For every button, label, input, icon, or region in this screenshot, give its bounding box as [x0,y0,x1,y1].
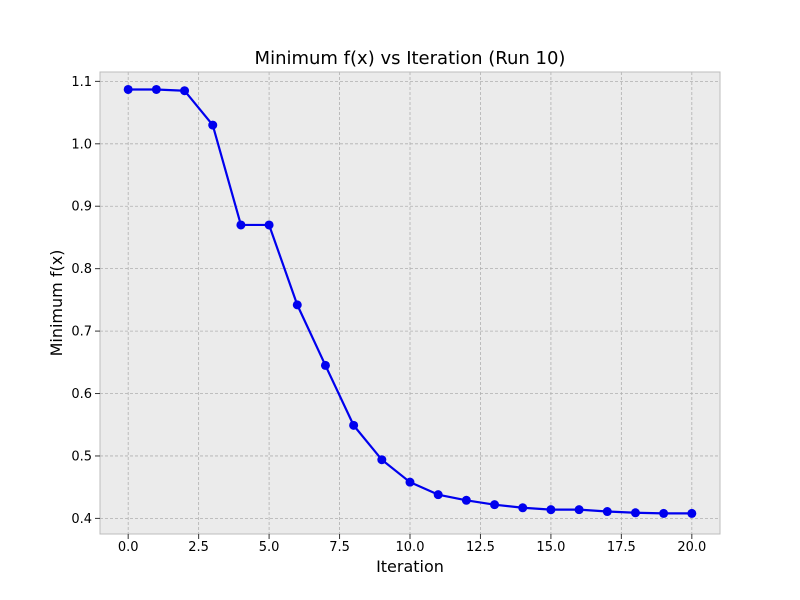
data-point [602,507,612,517]
x-tick-label: 7.5 [329,540,350,555]
data-point [546,505,556,515]
data-point [377,455,387,465]
chart-title: Minimum f(x) vs Iteration (Run 10) [255,48,566,69]
data-point [180,86,190,96]
data-point [630,508,640,518]
grid-lines [100,72,720,534]
x-tick-label: 10.0 [396,540,425,555]
data-point [433,490,443,500]
data-point [518,503,528,513]
x-tick-label: 12.5 [466,540,495,555]
x-tick-label: 5.0 [259,540,280,555]
x-tick-label: 2.5 [188,540,209,555]
x-tick-label: 17.5 [607,540,636,555]
data-point [292,300,302,310]
data-point [208,120,218,130]
y-axis-label: Minimum f(x) [47,250,66,357]
x-tick-label: 15.0 [536,540,565,555]
y-tick-label: 0.8 [71,262,92,277]
y-tick-label: 1.0 [71,137,92,152]
data-point [574,505,584,515]
y-tick-label: 0.5 [71,449,92,464]
data-point [405,477,415,487]
y-tick-label: 0.9 [71,200,92,215]
y-tick-label: 1.1 [71,75,92,90]
data-point [151,84,161,94]
data-point [687,508,697,518]
data-point [659,508,669,518]
data-point [123,84,133,94]
data-point [264,220,274,230]
y-tick-label: 0.7 [71,325,92,340]
axis-ticks: 0.0 2.5 5.0 7.5 10.0 12.5 15.0 17.5 20.0 0.4 0.5 0.… [71,75,706,555]
series-group [123,84,697,518]
data-point [349,420,359,430]
data-point [461,495,471,505]
x-axis-label: Iteration [376,557,444,576]
y-tick-label: 0.4 [71,512,92,527]
x-tick-label: 0.0 [118,540,139,555]
data-point [236,220,246,230]
data-point [320,360,330,370]
data-point [490,500,500,510]
x-tick-label: 20.0 [677,540,706,555]
y-tick-label: 0.6 [71,387,92,402]
